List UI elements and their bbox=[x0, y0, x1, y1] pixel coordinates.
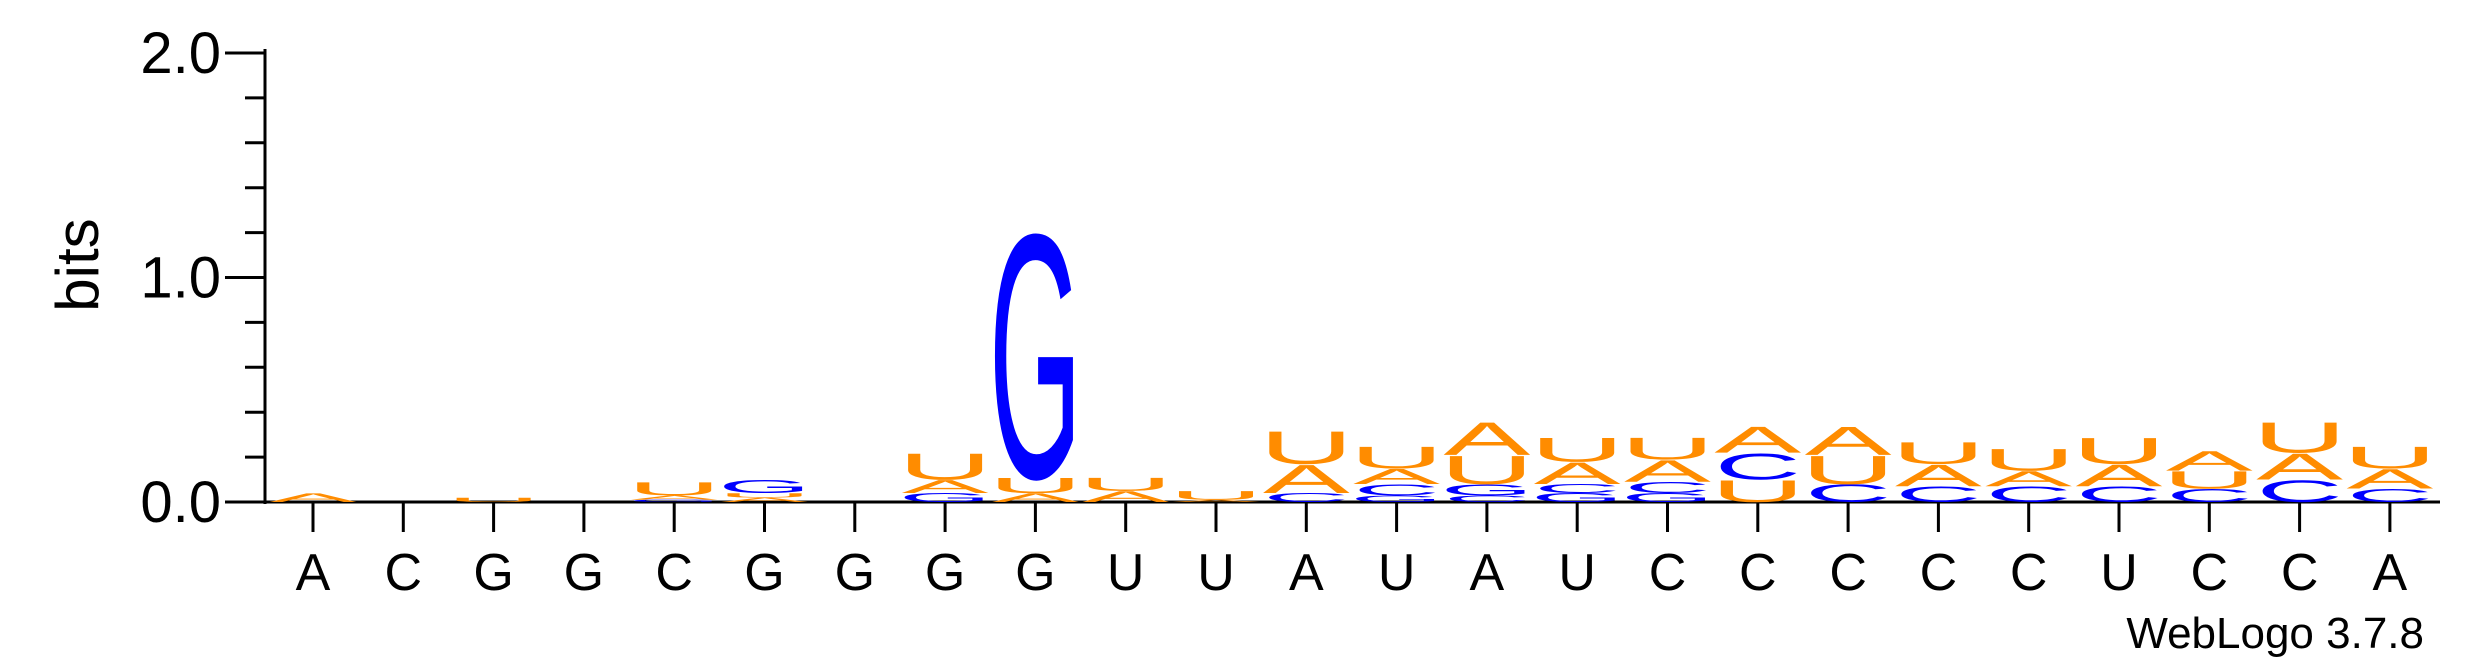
logo-letter-C: C bbox=[1986, 482, 2072, 506]
position-label: G bbox=[473, 544, 513, 602]
logo-letter-A: A bbox=[270, 491, 357, 505]
y-tick-label: 1.0 bbox=[140, 246, 221, 311]
logo-letter-C: C bbox=[1624, 479, 1710, 496]
logo-letter-A: A bbox=[1714, 419, 1801, 461]
logo-letter-A: A bbox=[721, 496, 809, 503]
position-label: A bbox=[2373, 544, 2408, 602]
logo-letter-A: A bbox=[1263, 457, 1351, 502]
logo-letter-C: C bbox=[1715, 446, 1801, 488]
position-label: U bbox=[1378, 544, 1416, 602]
logo-letter-G: G bbox=[718, 476, 811, 497]
position-label: G bbox=[835, 544, 875, 602]
logo-letter-C: C bbox=[1353, 481, 1439, 498]
position-label: A bbox=[1289, 544, 1324, 602]
logo-letter-A: A bbox=[2256, 446, 2343, 488]
position-label: A bbox=[1470, 544, 1505, 602]
logo-letter-U: U bbox=[988, 473, 1082, 498]
logo-letter-U: U bbox=[1891, 436, 1985, 471]
logo-letter-A: A bbox=[1895, 458, 1982, 493]
logo-letter-G: G bbox=[899, 491, 992, 505]
position-label: C bbox=[1739, 544, 1777, 602]
logo-letter-U: U bbox=[1982, 443, 2076, 478]
logo-letter-U: U bbox=[2343, 440, 2437, 475]
logo-letter-G: G bbox=[1440, 481, 1533, 498]
logo-letter-G: G bbox=[1531, 491, 1624, 505]
logo-letter-U: U bbox=[627, 478, 721, 499]
position-label: C bbox=[2010, 544, 2048, 602]
logo-letter-U: U bbox=[1079, 474, 1173, 495]
logo-letter-U: U bbox=[898, 446, 992, 488]
position-label: C bbox=[1649, 544, 1687, 602]
logo-letter-A: A bbox=[1353, 464, 1441, 489]
logo-letter-U: U bbox=[1169, 488, 1263, 502]
position-label: C bbox=[655, 544, 693, 602]
logo-letter-A: A bbox=[1082, 488, 1169, 505]
logo-letter-U: U bbox=[2253, 413, 2347, 462]
y-axis-label: bits bbox=[44, 218, 111, 311]
logo-letter-U: U bbox=[1711, 474, 1805, 509]
y-tick-label: 0.0 bbox=[140, 470, 221, 535]
position-label: U bbox=[1197, 544, 1235, 602]
y-tick-label: 2.0 bbox=[140, 21, 221, 86]
logo-letter-A: A bbox=[2076, 458, 2163, 493]
position-label: C bbox=[2281, 544, 2319, 602]
logo-letter-A: A bbox=[2166, 445, 2253, 476]
position-label: C bbox=[1920, 544, 1958, 602]
logo-letter-C: C bbox=[1805, 480, 1891, 508]
logo-letter-U: U bbox=[1620, 431, 1714, 466]
logo-letter-G: G bbox=[1350, 493, 1443, 503]
logo-letter-C: C bbox=[1263, 491, 1349, 505]
logo-letter-C: C bbox=[2347, 485, 2433, 506]
logo-letter-U: U bbox=[1259, 421, 1353, 474]
logo-letter-U: U bbox=[1350, 440, 1444, 475]
position-label: C bbox=[1829, 544, 1867, 602]
logo-letter-U: U bbox=[2162, 466, 2256, 494]
logo-letter-G: G bbox=[989, 163, 1082, 552]
logo-letter-A: A bbox=[992, 491, 1079, 505]
logo-letter-C: C bbox=[1534, 482, 1620, 496]
logo-letter-A: A bbox=[902, 476, 989, 497]
position-label: U bbox=[1558, 544, 1596, 602]
weblogo-credit: WebLogo 3.7.8 bbox=[2126, 609, 2424, 658]
position-label: G bbox=[1015, 544, 1055, 602]
position-label: U bbox=[2100, 544, 2138, 602]
logo-letter-U: U bbox=[447, 496, 541, 503]
logo-letter-A: A bbox=[2346, 463, 2433, 494]
position-label: G bbox=[925, 544, 965, 602]
position-label: U bbox=[1107, 544, 1145, 602]
logo-letter-A: A bbox=[1534, 456, 1621, 491]
logo-letter-C: C bbox=[1895, 482, 1981, 506]
position-label: G bbox=[744, 544, 784, 602]
logo-letter-C: C bbox=[2166, 485, 2252, 506]
logo-letter-A: A bbox=[1805, 419, 1893, 464]
logo-letter-U: U bbox=[2072, 430, 2166, 472]
logo-letter-U: U bbox=[1440, 448, 1534, 493]
logo-letter-C: C bbox=[2256, 474, 2342, 509]
logo-letter-U: U bbox=[1530, 431, 1624, 469]
logo-letter-G: G bbox=[1621, 491, 1714, 505]
logo-letter-A: A bbox=[1173, 499, 1261, 502]
logo-letter-A: A bbox=[631, 494, 719, 501]
logo-letter-U: U bbox=[717, 492, 811, 499]
position-label: C bbox=[2191, 544, 2229, 602]
logo-letter-A: A bbox=[1443, 412, 1531, 465]
logo-letter-U: U bbox=[1801, 448, 1895, 493]
logo-letter-G: G bbox=[628, 499, 721, 502]
logo-letter-A: A bbox=[1985, 466, 2073, 491]
logo-letter-A: A bbox=[1624, 454, 1711, 489]
logo-letter-C: C bbox=[2076, 482, 2162, 506]
position-label: C bbox=[385, 544, 423, 602]
position-label: A bbox=[296, 544, 331, 602]
logo-letter-C: C bbox=[1444, 493, 1530, 503]
position-label: G bbox=[564, 544, 604, 602]
axes: 0.0 1.0 2.0 bbox=[140, 21, 2440, 535]
